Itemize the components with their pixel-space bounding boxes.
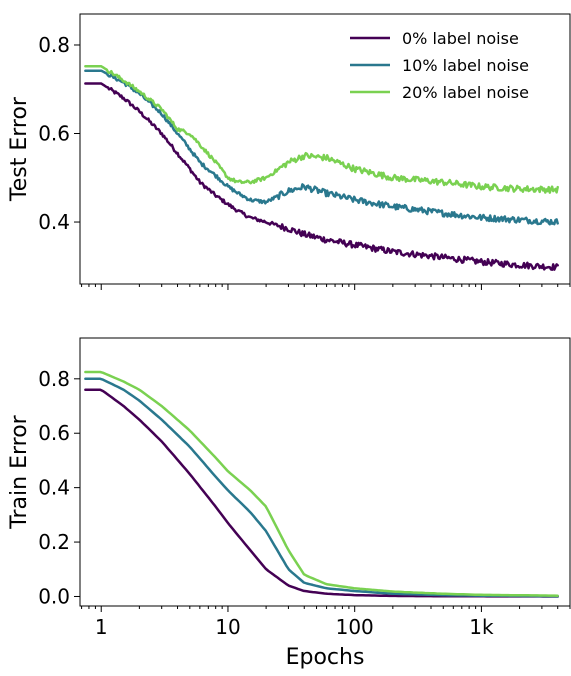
legend-label-0: 0% label noise — [402, 29, 519, 48]
test-error-panel: 0.4 0.6 0.8 Test Error 0% label noise 10% l… — [7, 13, 571, 290]
train-ytick-label: 0.4 — [38, 476, 70, 500]
train-plot-frame — [79, 337, 571, 607]
test-series-line-2 — [84, 64, 559, 194]
train-xtick-label: 100 — [336, 615, 374, 639]
test-series-line-0 — [84, 82, 559, 271]
train-xtick-label: 1k — [469, 615, 494, 639]
legend-label-2: 20% label noise — [402, 83, 529, 102]
train-ytick-label: 0.6 — [38, 421, 70, 445]
train-series-line-0 — [84, 388, 559, 598]
test-ytick-label: 0.8 — [38, 33, 70, 57]
test-ytick-label: 0.6 — [38, 122, 70, 146]
train-xtick-label: 10 — [215, 615, 240, 639]
train-y-axis-label: Train Error — [7, 414, 32, 529]
test-plot-frame — [79, 13, 571, 285]
train-series-line-1 — [84, 377, 559, 598]
train-ytick-label: 0.2 — [38, 530, 70, 554]
legend: 0% label noise 10% label noise 20% label n… — [350, 29, 529, 102]
x-axis-label: Epochs — [286, 645, 365, 670]
train-ytick-label: 0.0 — [38, 584, 70, 608]
train-series-line-2 — [84, 370, 559, 597]
test-ytick-label: 0.4 — [38, 210, 70, 234]
train-ytick-label: 0.8 — [38, 367, 70, 391]
train-error-panel: 0.0 0.2 0.4 0.6 0.8 1 10 100 1k Train Error Epo… — [7, 337, 571, 670]
train-xtick-label: 1 — [95, 615, 108, 639]
test-series-line-1 — [84, 69, 559, 226]
test-y-axis-label: Test Error — [7, 96, 32, 202]
legend-label-1: 10% label noise — [402, 56, 529, 75]
